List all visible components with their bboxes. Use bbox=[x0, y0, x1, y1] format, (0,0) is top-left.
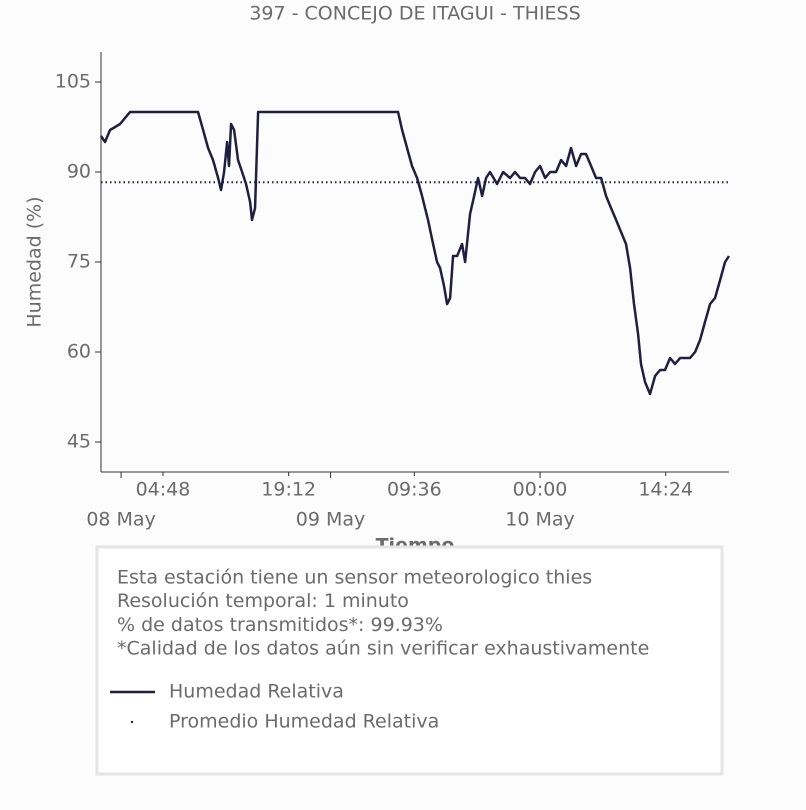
x-major-tick-label: 08 May bbox=[86, 509, 156, 531]
legend-swatch bbox=[130, 720, 134, 724]
info-note: *Calidad de los datos aún sin verificar … bbox=[117, 638, 649, 660]
info-box bbox=[95, 545, 724, 776]
y-tick-label: 60 bbox=[67, 341, 91, 363]
y-tick-label: 45 bbox=[67, 431, 91, 453]
info-note: Esta estación tiene un sensor meteorolog… bbox=[117, 567, 592, 589]
y-tick-label: 105 bbox=[55, 71, 91, 93]
x-tick-label: 00:00 bbox=[513, 479, 568, 501]
x-major-tick-label: 09 May bbox=[296, 509, 366, 531]
info-note: % de datos transmitidos*: 99.93% bbox=[117, 614, 443, 636]
x-tick-label: 19:12 bbox=[261, 479, 316, 501]
y-tick-label: 90 bbox=[67, 161, 91, 183]
legend-label: Humedad Relativa bbox=[169, 681, 344, 703]
x-major-tick-label: 10 May bbox=[505, 509, 575, 531]
x-tick-label: 14:24 bbox=[638, 479, 693, 501]
y-tick-label: 75 bbox=[67, 251, 91, 273]
x-tick-label: 04:48 bbox=[136, 479, 191, 501]
chart-title: 397 - CONCEJO DE ITAGUI - THIESS bbox=[249, 3, 580, 25]
info-note: Resolución temporal: 1 minuto bbox=[117, 590, 409, 612]
x-tick-label: 09:36 bbox=[387, 479, 442, 501]
legend-label: Promedio Humedad Relativa bbox=[169, 711, 439, 733]
data-line bbox=[99, 110, 731, 396]
y-axis-label: Humedad (%) bbox=[24, 196, 46, 327]
